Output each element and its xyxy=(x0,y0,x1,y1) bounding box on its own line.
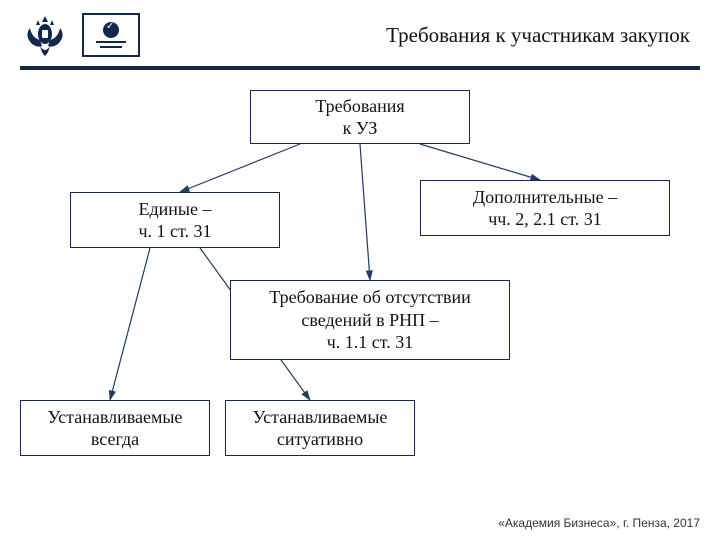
node-extra: Дополнительные –чч. 2, 2.1 ст. 31 xyxy=(420,180,670,236)
certificate-badge-icon xyxy=(82,13,140,57)
diagram-canvas: Требованияк УЗ Единые –ч. 1 ст. 31 Допол… xyxy=(0,70,720,510)
eagle-emblem-icon xyxy=(20,10,70,60)
node-situat: Устанавливаемыеситуативно xyxy=(225,400,415,456)
node-root: Требованияк УЗ xyxy=(250,90,470,144)
node-unified: Единые –ч. 1 ст. 31 xyxy=(70,192,280,248)
node-rnp: Требование об отсутствиисведений в РНП –… xyxy=(230,280,510,360)
footer-credit: «Академия Бизнеса», г. Пенза, 2017 xyxy=(498,516,700,530)
node-always: Устанавливаемыевсегда xyxy=(20,400,210,456)
header: Требования к участникам закупок xyxy=(0,0,720,60)
page-title: Требования к участникам закупок xyxy=(152,23,700,48)
